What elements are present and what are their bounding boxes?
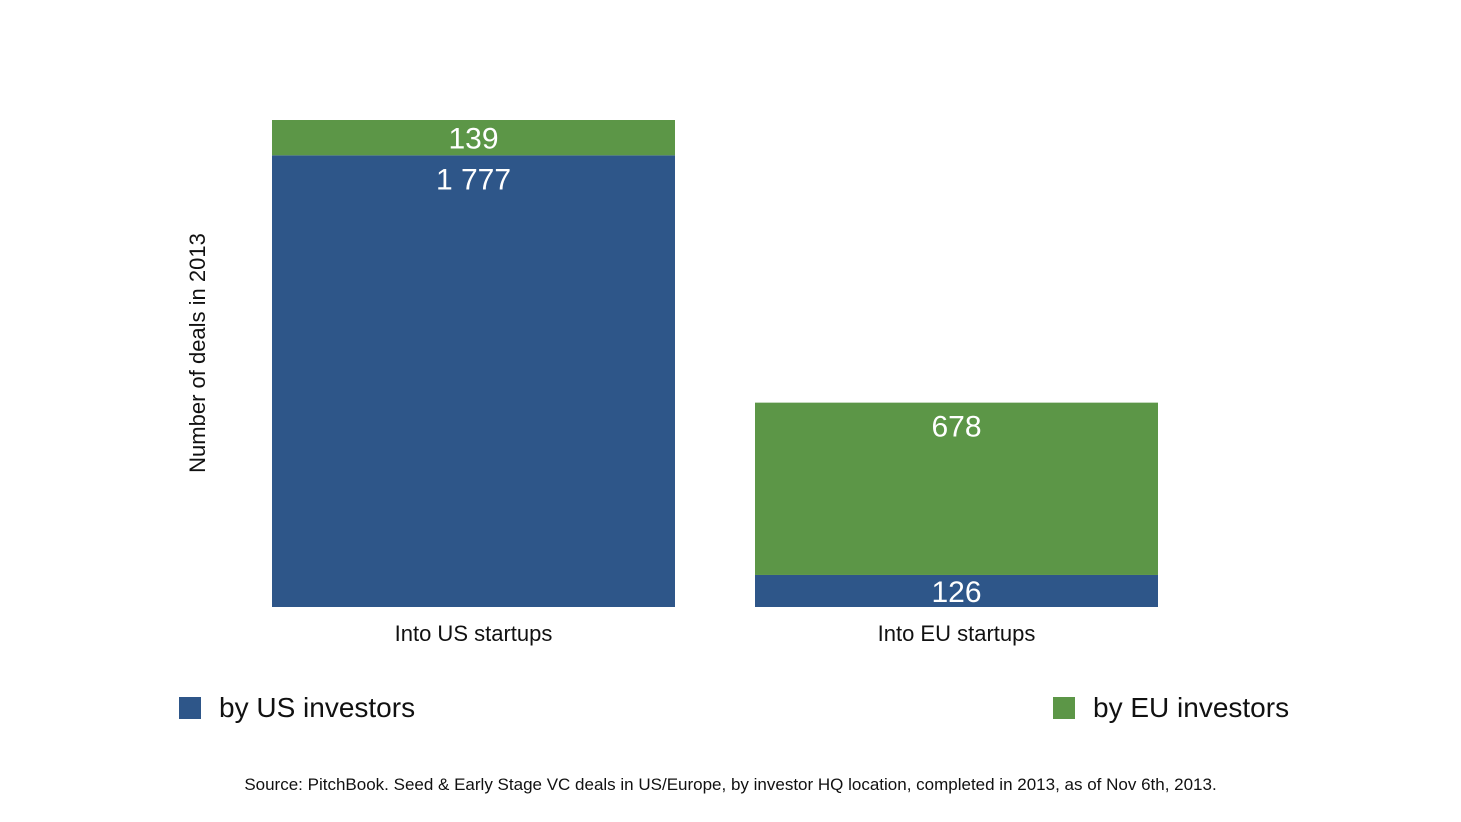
bar-segment — [755, 402, 1158, 575]
bar-segment — [272, 120, 675, 156]
bar-segment — [272, 155, 675, 607]
legend-item-eu-investors: by EU investors — [1053, 692, 1289, 724]
source-note: Source: PitchBook. Seed & Early Stage VC… — [244, 775, 1217, 794]
data-label: 1 777 — [436, 163, 511, 196]
x-tick-label: Into EU startups — [878, 621, 1036, 646]
x-tick-label: Into US startups — [395, 621, 553, 646]
y-axis-label: Number of deals in 2013 — [185, 233, 210, 473]
legend-label: by EU investors — [1093, 692, 1290, 723]
legend-swatch-green — [1053, 697, 1075, 719]
data-label: 678 — [931, 411, 981, 444]
data-label: 126 — [931, 576, 981, 609]
bar-segment — [755, 574, 1158, 607]
legend-item-us-investors: by US investors — [179, 692, 415, 724]
legend-label: by US investors — [219, 692, 416, 723]
data-label: 139 — [448, 123, 498, 156]
legend-swatch-blue — [179, 697, 201, 719]
